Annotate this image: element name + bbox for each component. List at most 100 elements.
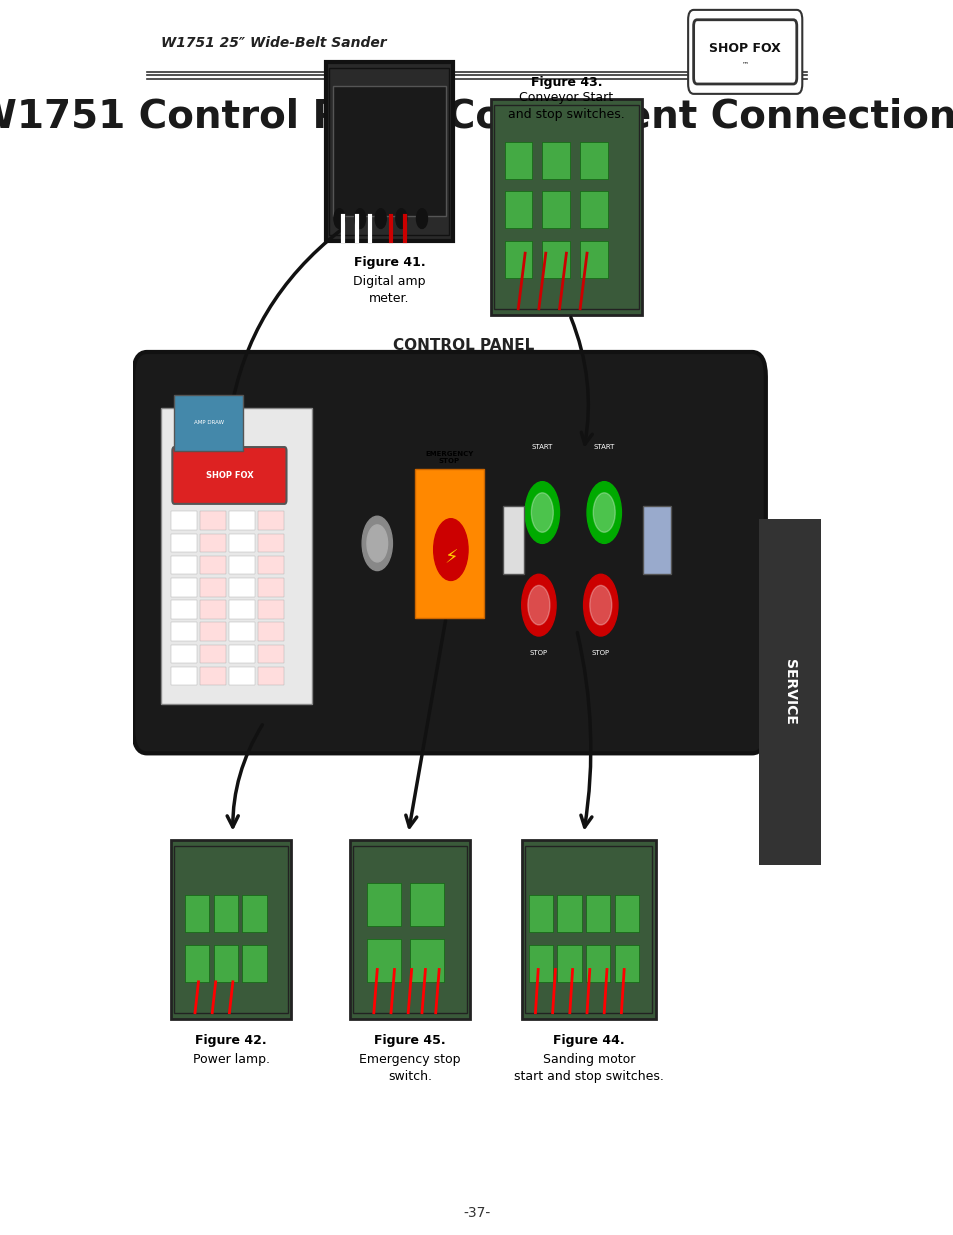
Bar bbox=[199, 622, 226, 641]
Text: Figure 44.: Figure 44. bbox=[553, 1034, 624, 1047]
Circle shape bbox=[524, 482, 559, 543]
FancyBboxPatch shape bbox=[687, 10, 801, 94]
Bar bbox=[615, 945, 639, 982]
Bar bbox=[257, 622, 283, 641]
Bar bbox=[325, 62, 453, 241]
Text: START: START bbox=[531, 443, 553, 450]
Text: ™: ™ bbox=[740, 62, 748, 67]
FancyBboxPatch shape bbox=[693, 20, 796, 84]
Bar bbox=[521, 840, 655, 1019]
Circle shape bbox=[395, 209, 406, 228]
Circle shape bbox=[355, 209, 365, 228]
Bar bbox=[615, 895, 639, 932]
Bar bbox=[528, 895, 552, 932]
Bar bbox=[257, 578, 283, 597]
Bar bbox=[579, 191, 607, 228]
Bar bbox=[171, 840, 291, 1019]
Bar bbox=[199, 667, 226, 685]
Text: Figure 41.: Figure 41. bbox=[354, 256, 425, 269]
Text: Sanding motor
start and stop switches.: Sanding motor start and stop switches. bbox=[514, 1053, 663, 1083]
Bar bbox=[257, 534, 283, 552]
Bar bbox=[171, 511, 197, 530]
Text: SHOP FOX: SHOP FOX bbox=[709, 42, 781, 54]
Bar bbox=[199, 600, 226, 619]
Bar bbox=[213, 895, 237, 932]
Text: Power lamp.: Power lamp. bbox=[193, 1053, 270, 1067]
Bar bbox=[229, 645, 254, 663]
Circle shape bbox=[521, 574, 556, 636]
Bar bbox=[353, 846, 466, 1013]
Bar bbox=[174, 846, 288, 1013]
Bar bbox=[171, 645, 197, 663]
Bar bbox=[171, 534, 197, 552]
Text: -37-: -37- bbox=[463, 1205, 490, 1220]
FancyBboxPatch shape bbox=[133, 352, 765, 753]
Bar bbox=[199, 556, 226, 574]
Text: W1751 Control Panel Component Connections: W1751 Control Panel Component Connection… bbox=[0, 99, 953, 136]
FancyBboxPatch shape bbox=[172, 447, 286, 504]
Circle shape bbox=[375, 209, 386, 228]
Text: STOP: STOP bbox=[529, 650, 547, 656]
Bar bbox=[541, 191, 569, 228]
Bar bbox=[185, 895, 209, 932]
Bar bbox=[409, 883, 443, 926]
Bar bbox=[579, 241, 607, 278]
Bar bbox=[213, 945, 237, 982]
Bar bbox=[229, 556, 254, 574]
Bar bbox=[160, 408, 312, 704]
Bar bbox=[257, 645, 283, 663]
Text: AMP DRAW: AMP DRAW bbox=[193, 420, 224, 425]
Bar bbox=[350, 840, 470, 1019]
Text: Conveyor Start
and stop switches.: Conveyor Start and stop switches. bbox=[508, 91, 624, 121]
Bar bbox=[367, 939, 401, 982]
Text: Emergency stop
switch.: Emergency stop switch. bbox=[359, 1053, 460, 1083]
Bar bbox=[242, 945, 266, 982]
Bar bbox=[174, 395, 243, 451]
Bar bbox=[557, 895, 581, 932]
Text: Digital amp
meter.: Digital amp meter. bbox=[353, 275, 425, 305]
Bar bbox=[415, 469, 483, 618]
Bar bbox=[579, 142, 607, 179]
Text: EMERGENCY
STOP: EMERGENCY STOP bbox=[425, 451, 473, 464]
Circle shape bbox=[593, 493, 615, 532]
Bar bbox=[557, 945, 581, 982]
Bar bbox=[541, 142, 569, 179]
Bar bbox=[257, 667, 283, 685]
Circle shape bbox=[527, 585, 549, 625]
Bar bbox=[586, 895, 610, 932]
Bar bbox=[329, 68, 449, 235]
Bar bbox=[229, 511, 254, 530]
Bar bbox=[490, 99, 641, 315]
Circle shape bbox=[589, 585, 611, 625]
Bar bbox=[504, 241, 532, 278]
Bar bbox=[257, 511, 283, 530]
Text: Figure 42.: Figure 42. bbox=[195, 1034, 267, 1047]
Bar bbox=[586, 945, 610, 982]
Circle shape bbox=[434, 519, 468, 580]
Text: SERVICE: SERVICE bbox=[782, 658, 796, 725]
Bar bbox=[257, 600, 283, 619]
Bar bbox=[185, 945, 209, 982]
Text: START: START bbox=[593, 443, 615, 450]
Bar bbox=[199, 645, 226, 663]
Bar bbox=[528, 945, 552, 982]
Bar bbox=[171, 600, 197, 619]
Bar bbox=[171, 556, 197, 574]
Text: SHOP FOX: SHOP FOX bbox=[205, 471, 253, 480]
Bar bbox=[229, 534, 254, 552]
Bar bbox=[171, 578, 197, 597]
Bar bbox=[642, 506, 670, 574]
Bar bbox=[333, 86, 446, 216]
Bar bbox=[524, 846, 652, 1013]
Bar bbox=[257, 556, 283, 574]
Text: Figure 43.: Figure 43. bbox=[530, 75, 601, 89]
Bar bbox=[229, 600, 254, 619]
Bar bbox=[504, 142, 532, 179]
Bar bbox=[199, 511, 226, 530]
Circle shape bbox=[334, 209, 345, 228]
Bar bbox=[409, 939, 443, 982]
Bar bbox=[229, 622, 254, 641]
Bar bbox=[171, 667, 197, 685]
Circle shape bbox=[531, 493, 553, 532]
Bar bbox=[759, 519, 820, 864]
